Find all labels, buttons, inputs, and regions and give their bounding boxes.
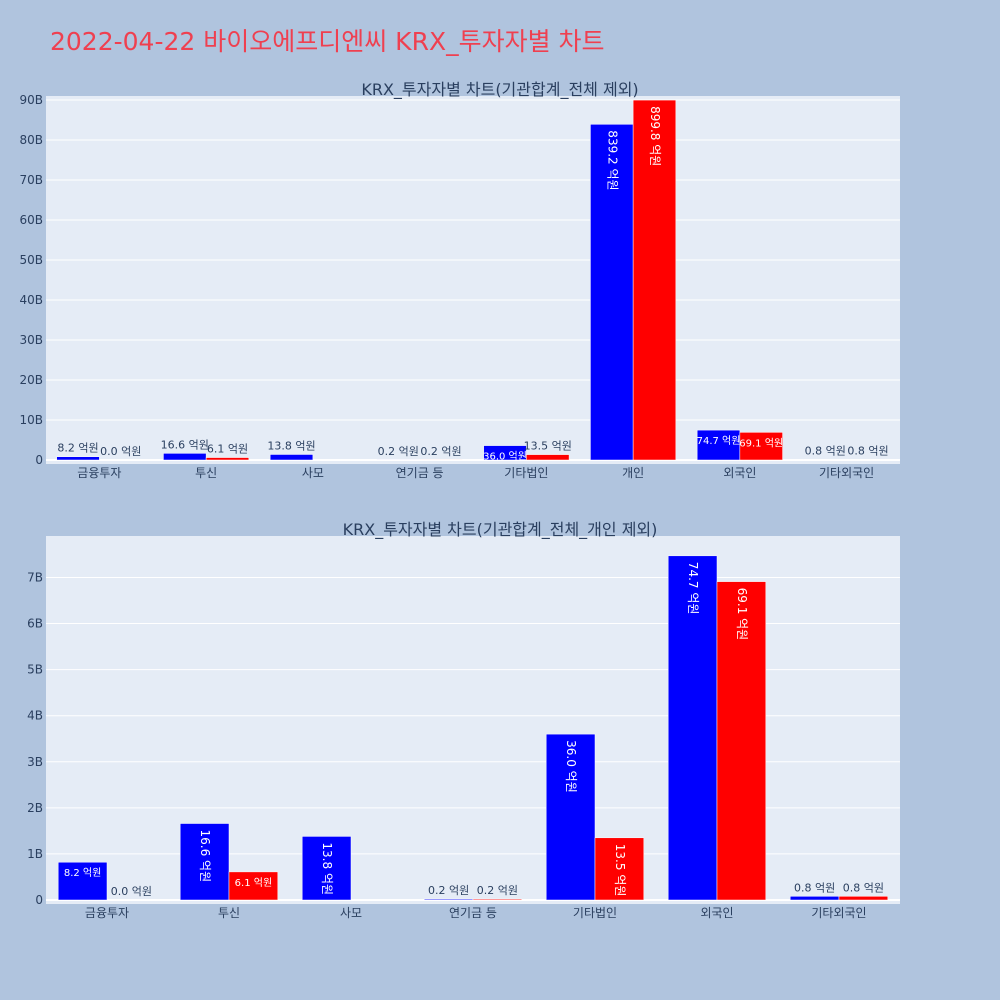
bar — [57, 861, 108, 901]
bar — [739, 432, 783, 461]
bar — [179, 823, 230, 901]
bar — [472, 898, 523, 901]
y-tick-label: 40B — [19, 293, 43, 307]
chart-title: KRX_투자자별 차트(기관합계_전체_개인 제외) — [343, 520, 658, 540]
bar — [716, 581, 767, 901]
y-tick-label: 4B — [27, 709, 43, 723]
data-label: 0.2 억원 — [477, 884, 518, 897]
data-label: 0.2 억원 — [378, 445, 419, 458]
y-tick-label: 1B — [27, 847, 43, 861]
bar — [228, 871, 279, 901]
bar — [301, 836, 352, 901]
data-label: 0.0 억원 — [100, 445, 141, 458]
x-tick-label: 기타법인 — [573, 906, 617, 920]
data-label: 13.8 억원 — [320, 842, 334, 895]
y-tick-label: 30B — [19, 333, 43, 347]
x-tick-label: 금융투자 — [77, 466, 121, 480]
y-tick-label: 10B — [19, 413, 43, 427]
bar — [789, 896, 840, 901]
data-label: 74.7 억원 — [697, 435, 741, 447]
data-label: 6.1 억원 — [235, 877, 272, 889]
x-tick-label: 금융투자 — [85, 906, 129, 920]
data-label: 0.8 억원 — [794, 881, 835, 894]
y-tick-label: 5B — [27, 663, 43, 677]
y-tick-label: 20B — [19, 373, 43, 387]
y-tick-label: 0 — [35, 453, 43, 467]
x-tick-label: 연기금 등 — [396, 466, 444, 480]
data-label: 8.2 억원 — [57, 442, 98, 455]
data-label: 6.1 억원 — [207, 443, 248, 456]
data-label: 13.8 억원 — [267, 439, 315, 452]
bar — [526, 454, 570, 461]
y-tick-label: 2B — [27, 801, 43, 815]
x-tick-label: 개인 — [622, 466, 644, 480]
bar — [205, 457, 250, 461]
data-label: 13.5 억원 — [524, 440, 572, 453]
chart-title: KRX_투자자별 차트(기관합계_전체 제외) — [361, 80, 638, 100]
bar — [594, 837, 645, 901]
data-label: 16.6 억원 — [198, 830, 212, 883]
plot-area — [46, 96, 900, 464]
x-tick-label: 기타외국인 — [819, 466, 874, 480]
y-tick-label: 90B — [19, 93, 43, 107]
y-tick-label: 60B — [19, 213, 43, 227]
data-label: 0.2 억원 — [428, 884, 469, 897]
data-label: 13.5 억원 — [613, 844, 627, 897]
data-label: 899.8 억원 — [648, 106, 662, 166]
x-tick-label: 투신 — [218, 906, 240, 920]
data-label: 8.2 억원 — [64, 867, 101, 879]
data-label: 69.1 억원 — [735, 588, 749, 641]
y-tick-label: 50B — [19, 253, 43, 267]
investor-chart-all: 0 10B 20B 30B 40B 50B 60B 70B 80B 90B KRX_투자자별 차트(… — [19, 80, 900, 480]
data-label: 16.6 억원 — [161, 438, 209, 451]
data-label: 36.0 억원 — [564, 740, 578, 793]
x-tick-label: 연기금 등 — [449, 906, 497, 920]
x-tick-label: 기타외국인 — [811, 906, 866, 920]
x-tick-label: 사모 — [302, 466, 324, 480]
bar — [56, 456, 100, 461]
x-tick-label: 기타법인 — [504, 466, 548, 480]
data-label: 0.8 억원 — [847, 445, 888, 458]
bar — [590, 124, 634, 461]
y-tick-label: 3B — [27, 755, 43, 769]
y-tick-label: 80B — [19, 133, 43, 147]
x-tick-label: 사모 — [340, 906, 362, 920]
bar — [163, 453, 207, 461]
bar — [269, 454, 314, 461]
data-label: 36.0 억원 — [483, 451, 527, 463]
y-tick-label: 70B — [19, 173, 43, 187]
data-label: 74.7 억원 — [686, 562, 700, 615]
plot-area — [46, 536, 900, 904]
y-tick-label: 6B — [27, 617, 43, 631]
data-label: 0.8 억원 — [805, 445, 846, 458]
bar — [632, 99, 677, 461]
page-title: 2022-04-22 바이오에프디엔씨 KRX_투자자별 차트 — [50, 27, 605, 56]
data-label: 839.2 억원 — [605, 130, 619, 190]
data-label: 0.2 억원 — [420, 445, 461, 458]
y-tick-label: 7B — [27, 570, 43, 584]
bar — [667, 555, 718, 901]
data-label: 0.0 억원 — [111, 885, 152, 898]
x-tick-label: 투신 — [195, 466, 217, 480]
x-tick-label: 외국인 — [723, 466, 756, 480]
bar — [696, 429, 741, 461]
bar — [838, 896, 889, 901]
data-label: 0.8 억원 — [843, 881, 884, 894]
data-label: 69.1 억원 — [739, 437, 783, 449]
bar — [423, 898, 474, 901]
x-tick-label: 외국인 — [700, 906, 733, 920]
bar — [483, 445, 527, 461]
y-tick-label: 0 — [35, 893, 43, 907]
bar — [545, 733, 596, 901]
